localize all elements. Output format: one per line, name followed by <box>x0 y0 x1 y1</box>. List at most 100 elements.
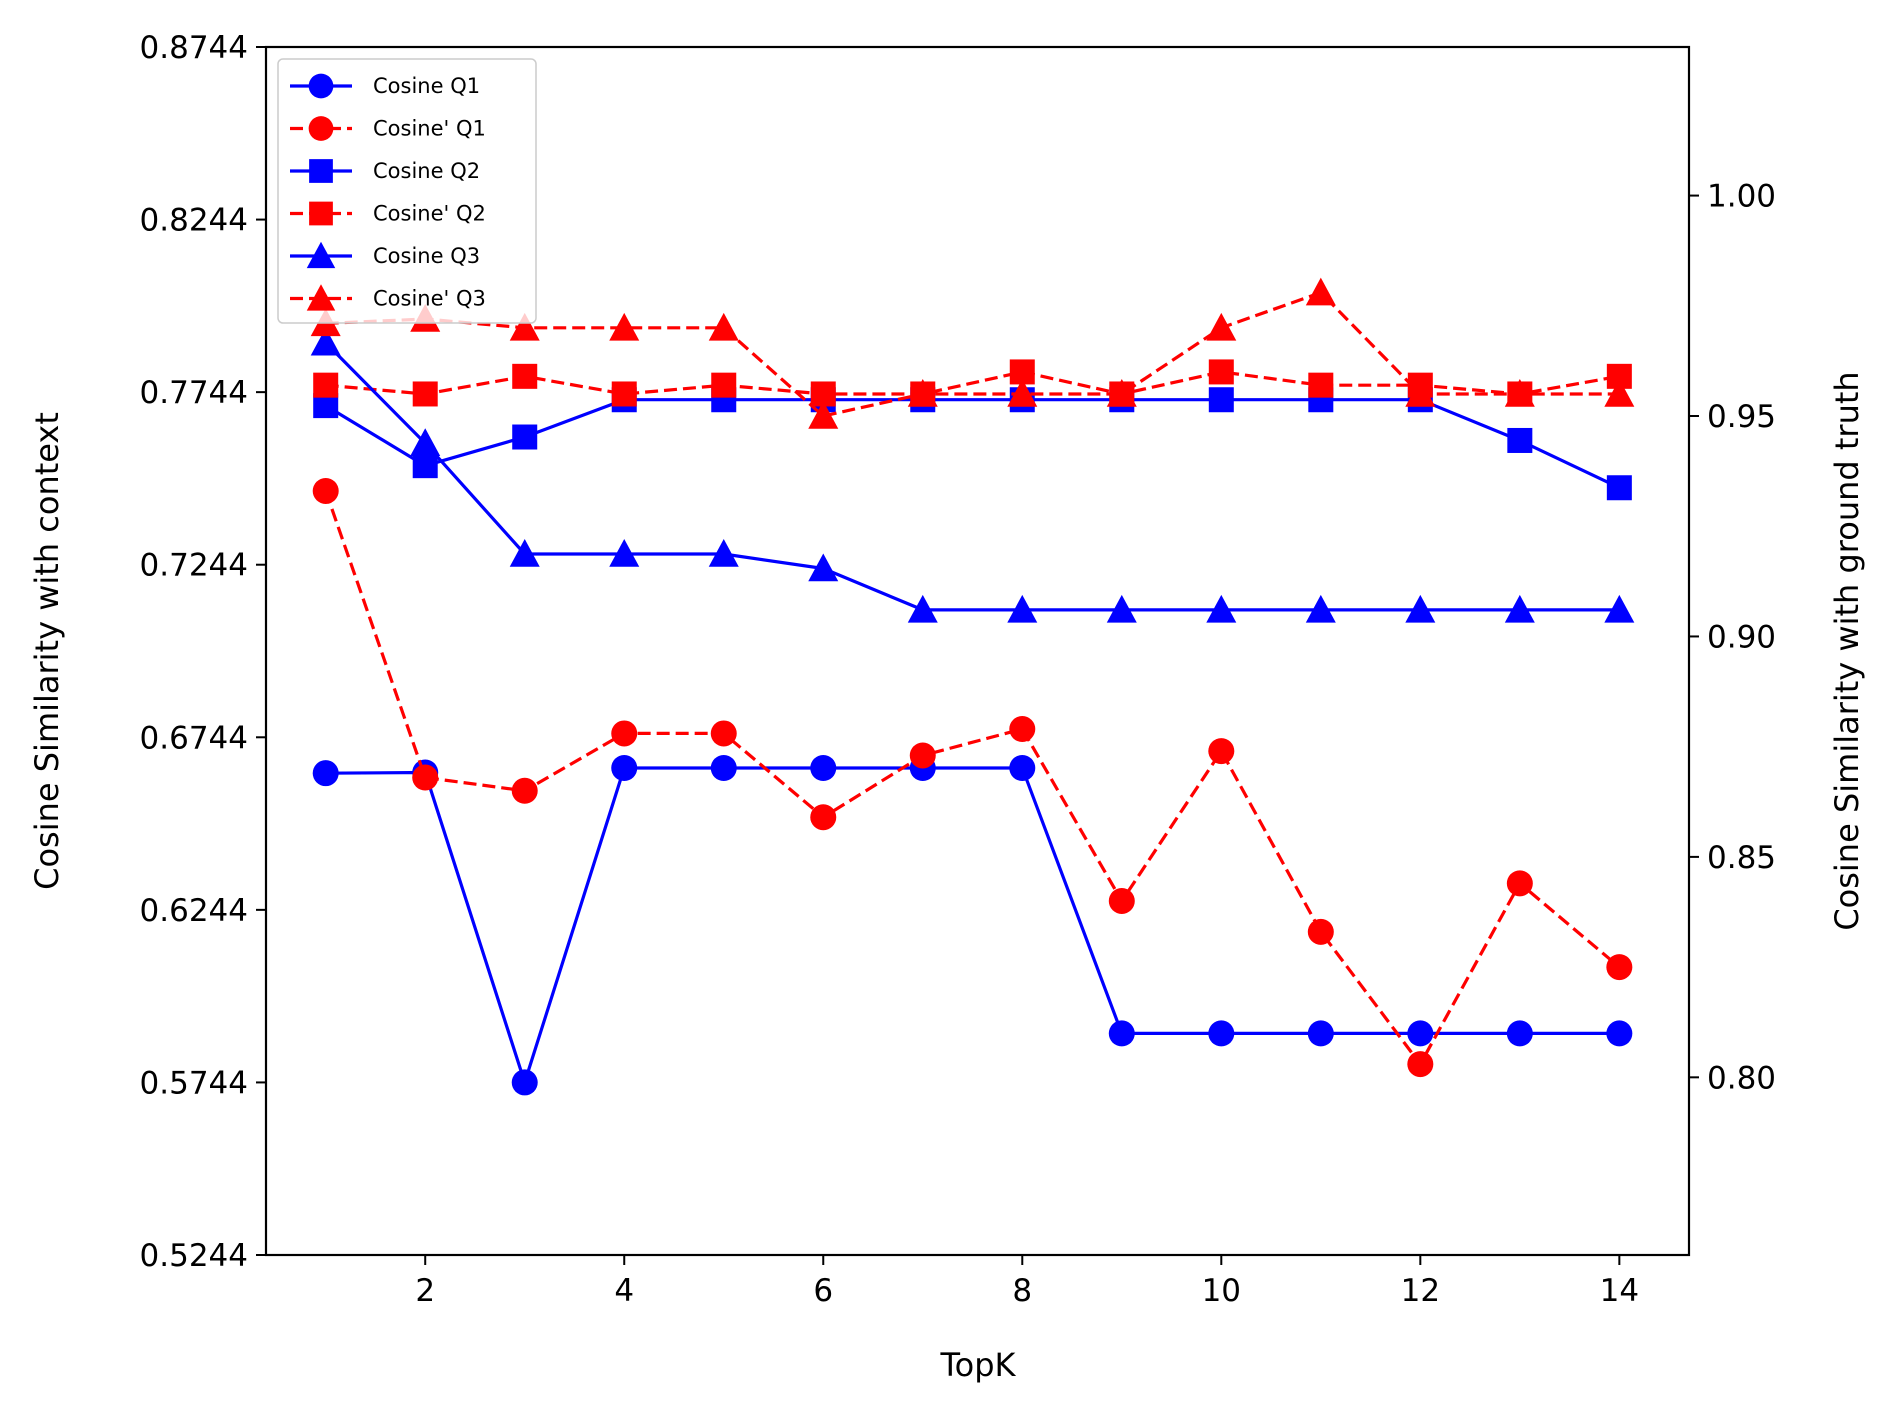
x-tick-label: 10 <box>1202 1273 1241 1309</box>
data-point-cosine-q1 <box>312 760 339 787</box>
y-left-tick-label: 0.7244 <box>140 548 248 584</box>
data-point-cosine-q3 <box>310 327 341 356</box>
data-point-cosine-q1 <box>611 755 638 782</box>
data-point-cosine-q1 <box>1208 1020 1235 1047</box>
data-point-cosine-q3 <box>1604 594 1635 623</box>
y-right-tick-label: 1.00 <box>1707 179 1776 215</box>
data-point-cosine-q3 <box>1106 594 1137 623</box>
x-tick-label: 8 <box>1012 1273 1032 1309</box>
data-point-cosine-prime-q3 <box>1504 378 1535 407</box>
data-point-cosine-prime-q3 <box>1405 378 1436 407</box>
data-point-cosine-q2 <box>412 453 438 479</box>
legend-marker <box>309 159 333 183</box>
series-layer <box>310 277 1635 1096</box>
data-point-cosine-prime-q2 <box>512 363 538 389</box>
data-point-cosine-prime-q3 <box>808 401 839 429</box>
data-point-cosine-prime-q3 <box>1604 378 1635 407</box>
data-point-cosine-q2 <box>1208 387 1234 413</box>
data-point-cosine-q3 <box>509 539 540 567</box>
data-point-cosine-q1 <box>1009 755 1036 782</box>
data-point-cosine-q3 <box>708 539 739 567</box>
data-point-cosine-q3 <box>1305 594 1336 623</box>
data-point-cosine-q1 <box>810 755 837 782</box>
data-point-cosine-q3 <box>1405 594 1436 623</box>
data-point-cosine-prime-q1 <box>312 477 339 504</box>
data-point-cosine-prime-q2 <box>1208 359 1234 385</box>
legend-label: Cosine' Q2 <box>373 202 486 226</box>
data-point-cosine-prime-q3 <box>1007 378 1038 407</box>
data-point-cosine-q1 <box>1307 1020 1334 1047</box>
data-point-cosine-q3 <box>410 428 441 456</box>
data-point-cosine-q1 <box>1407 1020 1434 1047</box>
series-line-cosine-q3 <box>324 341 1620 612</box>
data-point-cosine-q3 <box>609 539 640 567</box>
data-point-cosine-prime-q2 <box>313 372 339 398</box>
y-axis-right-title: Cosine Similarity with ground truth <box>1828 371 1866 930</box>
legend-label: Cosine Q3 <box>373 244 480 268</box>
data-point-cosine-prime-q1 <box>611 720 638 747</box>
y-left-tick-label: 0.5244 <box>140 1238 248 1274</box>
data-point-cosine-q3 <box>1206 594 1237 623</box>
x-tick-label: 6 <box>813 1273 833 1309</box>
legend-item-cosine-q3: Cosine Q3 <box>290 241 480 269</box>
x-axis-title: TopK <box>940 1346 1017 1384</box>
data-point-cosine-prime-q1 <box>1108 887 1135 914</box>
plot-frame <box>264 45 1691 1257</box>
y-axis-right: 0.80 0.85 0.90 0.95 1.00 <box>1689 179 1776 1096</box>
y-left-tick-label: 0.7744 <box>140 375 248 411</box>
x-tick-label: 4 <box>614 1273 634 1309</box>
data-point-cosine-prime-q1 <box>1407 1051 1434 1078</box>
legend-marker <box>309 201 333 226</box>
data-point-cosine-prime-q1 <box>1606 954 1633 981</box>
data-point-cosine-q2 <box>1507 427 1533 453</box>
data-point-cosine-prime-q1 <box>909 742 936 769</box>
legend-label: Cosine Q1 <box>373 74 480 98</box>
data-point-cosine-prime-q3 <box>1305 277 1336 306</box>
y-right-tick-label: 0.95 <box>1707 399 1776 435</box>
data-point-cosine-prime-q2 <box>1308 372 1334 398</box>
data-point-cosine-q1 <box>710 755 737 782</box>
data-point-cosine-q3 <box>808 553 839 582</box>
data-point-cosine-prime-q3 <box>1106 378 1137 407</box>
x-tick-label: 12 <box>1401 1273 1440 1309</box>
legend-item-cosine-prime-q2: Cosine' Q2 <box>290 202 486 226</box>
legend: Cosine Q1 Cosine' Q1 Cosine Q2 Cosine' Q2 Co… <box>277 58 537 324</box>
data-point-cosine-q2 <box>512 424 538 450</box>
y-axis-left: 0.5244 0.5744 0.6244 0.6744 0.7244 0.7744 0.82… <box>140 30 266 1274</box>
data-point-cosine-prime-q1 <box>1506 870 1533 897</box>
y-left-tick-label: 0.5744 <box>140 1065 248 1101</box>
series-line-cosine-prime-q3 <box>325 291 1620 418</box>
legend-marker <box>308 116 334 141</box>
series-line-cosine-q2 <box>324 398 1620 490</box>
legend-item-cosine-q1: Cosine Q1 <box>290 73 480 99</box>
y-right-tick-label: 0.80 <box>1707 1060 1776 1096</box>
data-point-cosine-prime-q1 <box>1208 738 1235 765</box>
data-point-cosine-prime-q1 <box>412 764 439 791</box>
data-point-cosine-q1 <box>1108 1020 1135 1047</box>
series-line-cosine-q1 <box>325 766 1620 1085</box>
y-left-tick-label: 0.8744 <box>140 30 248 66</box>
data-point-cosine-q3 <box>1007 594 1038 623</box>
legend-item-cosine-q2: Cosine Q2 <box>290 159 480 183</box>
data-point-cosine-q2 <box>1606 475 1632 501</box>
legend-marker <box>306 241 336 269</box>
legend-label: Cosine' Q3 <box>373 287 486 311</box>
x-tick-label: 2 <box>415 1273 435 1309</box>
series-cosine-q3 <box>310 327 1635 623</box>
data-point-cosine-prime-q3 <box>509 312 540 341</box>
y-right-tick-label: 0.90 <box>1707 619 1776 655</box>
series-cosine-prime-q1 <box>312 477 1633 1078</box>
series-line-cosine-prime-q1 <box>324 490 1621 1066</box>
series-line-cosine-prime-q2 <box>325 370 1620 396</box>
y-left-tick-label: 0.6744 <box>140 720 248 756</box>
x-axis: 2 4 6 8 10 12 14 <box>415 1255 1639 1309</box>
legend-marker <box>308 73 334 99</box>
data-point-cosine-prime-q1 <box>511 777 538 804</box>
y-left-tick-label: 0.6244 <box>140 893 248 929</box>
legend-marker <box>306 284 336 311</box>
data-point-cosine-prime-q1 <box>710 720 737 747</box>
data-point-cosine-prime-q2 <box>611 381 637 407</box>
legend-item-cosine-prime-q3: Cosine' Q3 <box>290 284 486 311</box>
data-point-cosine-prime-q2 <box>711 372 737 398</box>
